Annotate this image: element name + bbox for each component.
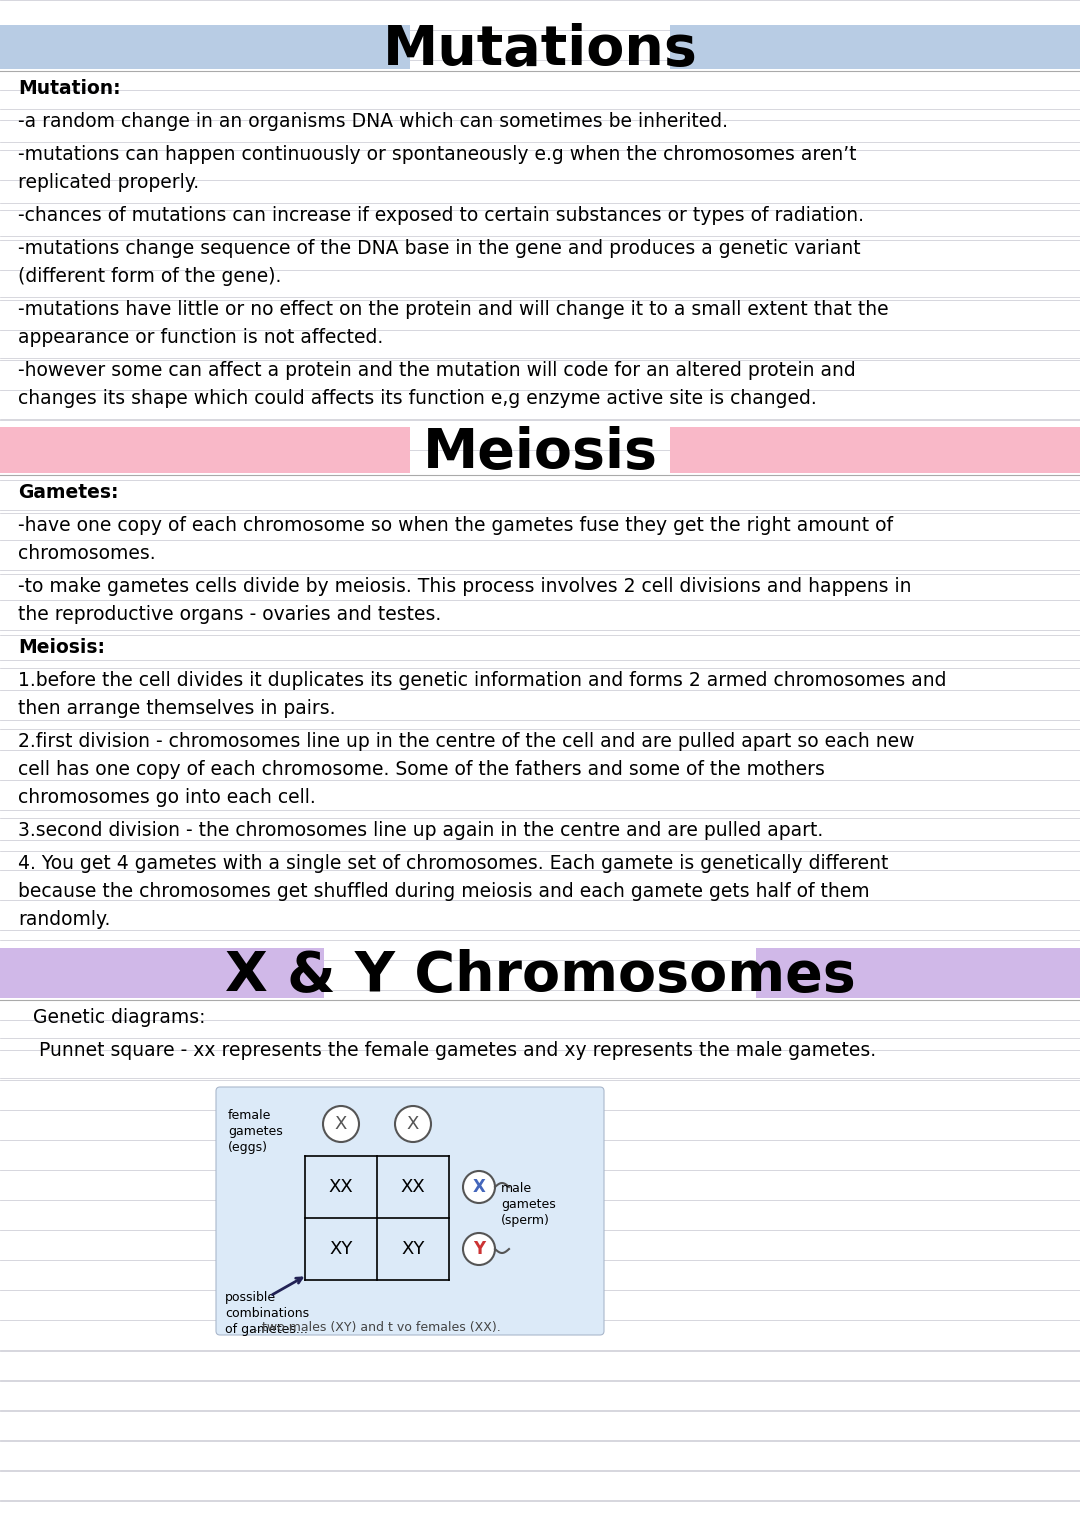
Text: 3.second division - the chromosomes line up again in the centre and are pulled a: 3.second division - the chromosomes line… bbox=[18, 822, 823, 840]
Bar bbox=[670, 428, 1080, 473]
Text: -a random change in an organisms DNA which can sometimes be inherited.: -a random change in an organisms DNA whi… bbox=[18, 111, 728, 131]
Text: because the chromosomes get shuffled during meiosis and each gamete gets half of: because the chromosomes get shuffled dur… bbox=[18, 883, 869, 901]
Text: -however some can affect a protein and the mutation will code for an altered pro: -however some can affect a protein and t… bbox=[18, 360, 855, 380]
Text: replicated properly.: replicated properly. bbox=[18, 173, 199, 192]
Text: Mutations: Mutations bbox=[382, 23, 698, 76]
Text: randomly.: randomly. bbox=[18, 910, 110, 928]
Text: -mutations can happen continuously or spontaneously e.g when the chromosomes are: -mutations can happen continuously or sp… bbox=[18, 145, 856, 163]
Circle shape bbox=[323, 1106, 359, 1142]
Circle shape bbox=[463, 1171, 495, 1203]
Text: XY: XY bbox=[329, 1240, 353, 1258]
FancyBboxPatch shape bbox=[216, 1087, 604, 1335]
Text: -mutations have little or no effect on the protein and will change it to a small: -mutations have little or no effect on t… bbox=[18, 299, 889, 319]
Text: Genetic diagrams:: Genetic diagrams: bbox=[33, 1008, 205, 1028]
Text: then arrange themselves in pairs.: then arrange themselves in pairs. bbox=[18, 699, 336, 718]
Text: cell has one copy of each chromosome. Some of the fathers and some of the mother: cell has one copy of each chromosome. So… bbox=[18, 760, 825, 779]
Text: -to make gametes cells divide by meiosis. This process involves 2 cell divisions: -to make gametes cells divide by meiosis… bbox=[18, 577, 912, 596]
Text: XY: XY bbox=[402, 1240, 424, 1258]
Text: X & Y Chromosomes: X & Y Chromosomes bbox=[225, 948, 855, 1003]
Text: Gametes:: Gametes: bbox=[18, 483, 119, 502]
Text: -have one copy of each chromosome so when the gametes fuse they get the right am: -have one copy of each chromosome so whe… bbox=[18, 516, 893, 534]
Text: 1.before the cell divides it duplicates its genetic information and forms 2 arme: 1.before the cell divides it duplicates … bbox=[18, 670, 946, 690]
Text: possible
combinations
of gametes...: possible combinations of gametes... bbox=[225, 1290, 309, 1336]
Text: X: X bbox=[335, 1115, 347, 1133]
Bar bbox=[0, 948, 324, 999]
Bar bbox=[670, 24, 1080, 69]
Text: changes its shape which could affects its function e,g enzyme active site is cha: changes its shape which could affects it… bbox=[18, 389, 816, 408]
Text: 4. You get 4 gametes with a single set of chromosomes. Each gamete is geneticall: 4. You get 4 gametes with a single set o… bbox=[18, 854, 889, 873]
Text: Y: Y bbox=[473, 1240, 485, 1258]
Text: Mutation:: Mutation: bbox=[18, 79, 121, 98]
Bar bbox=[0, 24, 410, 69]
Text: Punnet square - xx represents the female gametes and xy represents the male game: Punnet square - xx represents the female… bbox=[33, 1041, 876, 1060]
Text: -mutations change sequence of the DNA base in the gene and produces a genetic va: -mutations change sequence of the DNA ba… bbox=[18, 240, 861, 258]
Text: (different form of the gene).: (different form of the gene). bbox=[18, 267, 282, 286]
Text: X: X bbox=[407, 1115, 419, 1133]
Text: -chances of mutations can increase if exposed to certain substances or types of : -chances of mutations can increase if ex… bbox=[18, 206, 864, 224]
Text: chromosomes.: chromosomes. bbox=[18, 544, 156, 563]
Text: X: X bbox=[473, 1177, 485, 1196]
Text: appearance or function is not affected.: appearance or function is not affected. bbox=[18, 328, 383, 347]
Text: ...two males (XY) and t vo females (XX).: ...two males (XY) and t vo females (XX). bbox=[249, 1321, 501, 1335]
Text: chromosomes go into each cell.: chromosomes go into each cell. bbox=[18, 788, 315, 806]
Text: XX: XX bbox=[328, 1177, 353, 1196]
Text: Meiosis:: Meiosis: bbox=[18, 638, 105, 657]
Text: 2.first division - chromosomes line up in the centre of the cell and are pulled : 2.first division - chromosomes line up i… bbox=[18, 731, 915, 751]
Text: male
gametes
(sperm): male gametes (sperm) bbox=[501, 1182, 556, 1228]
Text: Meiosis: Meiosis bbox=[422, 426, 658, 479]
Circle shape bbox=[395, 1106, 431, 1142]
Bar bbox=[0, 428, 410, 473]
Text: XX: XX bbox=[401, 1177, 426, 1196]
Text: female
gametes
(eggs): female gametes (eggs) bbox=[228, 1109, 283, 1154]
Bar bbox=[756, 948, 1080, 999]
Text: the reproductive organs - ovaries and testes.: the reproductive organs - ovaries and te… bbox=[18, 605, 442, 625]
Circle shape bbox=[463, 1232, 495, 1264]
